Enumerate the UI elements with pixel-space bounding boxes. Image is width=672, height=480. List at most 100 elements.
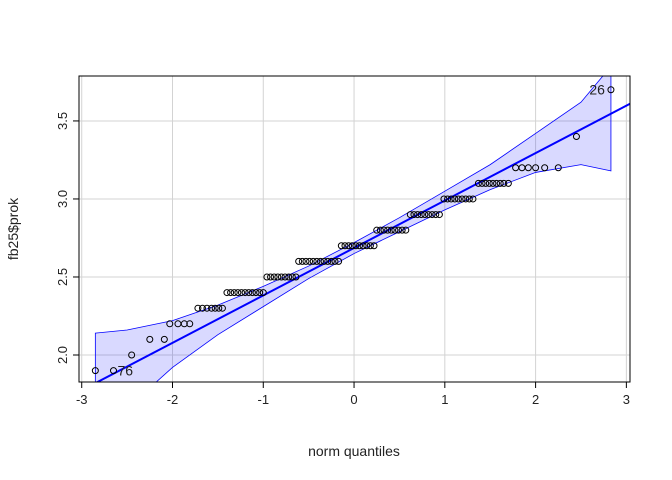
point <box>341 242 349 250</box>
x-tick-label: -1 <box>257 392 269 407</box>
point <box>237 289 245 297</box>
point <box>335 257 343 265</box>
point <box>306 257 314 265</box>
point <box>432 211 440 219</box>
x-axis-label: norm quantiles <box>308 443 400 459</box>
point <box>186 320 194 328</box>
y-tick-label: 2.5 <box>55 268 70 286</box>
point <box>391 226 399 234</box>
point <box>447 195 455 203</box>
point <box>398 226 406 234</box>
point <box>285 273 293 281</box>
point <box>348 242 356 250</box>
point <box>316 257 324 265</box>
point <box>320 257 328 265</box>
point <box>384 226 392 234</box>
point <box>292 273 300 281</box>
point <box>234 289 242 297</box>
plot-frame <box>78 75 631 383</box>
point <box>194 304 202 312</box>
plot-area <box>91 76 630 382</box>
point <box>248 289 256 297</box>
point <box>128 351 136 359</box>
point <box>454 195 462 203</box>
point <box>387 226 395 234</box>
point <box>327 257 335 265</box>
x-tick-label: -3 <box>76 392 88 407</box>
point <box>414 211 422 219</box>
point <box>410 211 418 219</box>
y-axis-label: fb25$prok <box>5 197 21 260</box>
point <box>370 242 378 250</box>
point <box>211 304 219 312</box>
point <box>395 226 403 234</box>
point <box>91 367 99 375</box>
point <box>355 242 363 250</box>
point-label: 26 <box>589 82 605 98</box>
point <box>345 242 353 250</box>
point <box>554 164 562 172</box>
point <box>406 211 414 219</box>
x-tick-label: 0 <box>350 392 357 407</box>
point <box>462 195 470 203</box>
point <box>402 226 410 234</box>
point <box>458 195 466 203</box>
point <box>424 211 432 219</box>
point <box>435 211 443 219</box>
point <box>541 164 549 172</box>
point <box>313 257 321 265</box>
point <box>474 179 482 187</box>
point <box>478 179 486 187</box>
point <box>302 257 310 265</box>
point <box>469 195 477 203</box>
point <box>230 289 238 297</box>
point <box>380 226 388 234</box>
x-tick-label: 2 <box>532 392 539 407</box>
point <box>309 257 317 265</box>
point <box>532 164 540 172</box>
point <box>465 195 473 203</box>
point <box>218 304 226 312</box>
point <box>444 195 452 203</box>
point <box>428 211 436 219</box>
point <box>198 304 206 312</box>
point <box>267 273 275 281</box>
point <box>146 335 154 343</box>
point <box>281 273 289 281</box>
point <box>421 211 429 219</box>
point <box>270 273 278 281</box>
point <box>245 289 253 297</box>
point <box>288 273 296 281</box>
point <box>489 179 497 187</box>
point <box>223 289 231 297</box>
point <box>359 242 367 250</box>
point <box>352 242 360 250</box>
point <box>256 289 264 297</box>
point <box>203 304 211 312</box>
point <box>496 179 504 187</box>
point <box>166 320 174 328</box>
point <box>366 242 374 250</box>
point <box>417 211 425 219</box>
point <box>493 179 501 187</box>
point <box>373 226 381 234</box>
point <box>180 320 188 328</box>
point <box>109 367 117 375</box>
point <box>485 179 493 187</box>
x-tick-label: 3 <box>623 392 630 407</box>
point-label: 76 <box>117 363 133 379</box>
point <box>524 164 532 172</box>
point <box>363 242 371 250</box>
point <box>376 226 384 234</box>
point <box>259 289 267 297</box>
point <box>572 133 580 141</box>
point <box>277 273 285 281</box>
point <box>241 289 249 297</box>
x-tick-label: -2 <box>167 392 179 407</box>
point <box>607 86 615 94</box>
point <box>274 273 282 281</box>
point <box>208 304 216 312</box>
y-tick-label: 3.0 <box>55 190 70 208</box>
point <box>337 242 345 250</box>
point <box>500 179 508 187</box>
